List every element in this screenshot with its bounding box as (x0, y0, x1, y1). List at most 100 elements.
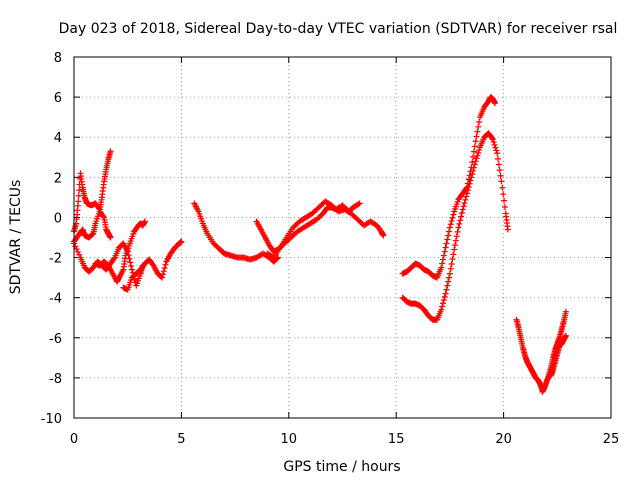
data-point (380, 232, 387, 239)
data-point (447, 265, 454, 272)
series-track-9 (399, 94, 499, 281)
data-point (498, 178, 505, 185)
y-tick-label: -4 (49, 292, 62, 307)
data-point (439, 303, 446, 310)
data-point (490, 139, 497, 146)
data-point (440, 256, 447, 263)
x-tick-label: 25 (603, 432, 620, 447)
data-point (458, 210, 465, 217)
data-point (473, 155, 480, 162)
data-point (453, 233, 460, 240)
series-track-10 (399, 130, 511, 323)
data-point (494, 150, 501, 157)
data-point (100, 213, 107, 220)
series-track-2 (71, 208, 114, 245)
data-point (456, 220, 463, 227)
data-point (476, 118, 483, 125)
data-point (74, 248, 81, 255)
y-tick-label: 2 (54, 171, 62, 186)
data-point (495, 161, 502, 168)
data-point (161, 264, 168, 271)
data-point (500, 191, 507, 198)
x-tick-label: 0 (70, 432, 78, 447)
data-point (476, 147, 483, 154)
data-point (438, 306, 445, 313)
data-point (72, 243, 79, 250)
y-tick-label: -8 (49, 372, 62, 387)
chart-title: Day 023 of 2018, Sidereal Day-to-day VTE… (59, 21, 618, 37)
data-point (468, 174, 475, 181)
data-point (489, 135, 496, 142)
series-track-5 (120, 238, 185, 293)
data-point (463, 193, 470, 200)
data-point (470, 153, 477, 160)
data-point (474, 152, 481, 159)
data-point (562, 308, 569, 315)
data-point (470, 164, 477, 171)
series-track-13 (547, 332, 569, 379)
data-point (452, 242, 459, 249)
data-point (504, 226, 511, 233)
data-point (496, 167, 503, 174)
data-point (107, 234, 114, 241)
data-point (473, 133, 480, 140)
data-point (442, 290, 449, 297)
data-point (446, 274, 453, 281)
data-point (444, 236, 451, 243)
data-point (474, 128, 481, 135)
data-point (438, 264, 445, 271)
data-point (446, 270, 453, 277)
y-tick-labels: -10 -8 -6 -4 -2 0 2 4 6 8 (41, 51, 62, 427)
data-point (459, 206, 466, 213)
data-point (466, 180, 473, 187)
y-tick-label: 8 (54, 51, 62, 66)
x-tick-label: 15 (388, 432, 405, 447)
data-point (160, 268, 167, 275)
data-point (492, 144, 499, 151)
data-point (443, 240, 450, 247)
data-points (71, 94, 569, 395)
data-point (445, 232, 452, 239)
data-point (443, 286, 450, 293)
data-point (501, 204, 508, 211)
series-track-11 (513, 316, 546, 393)
data-point (127, 259, 134, 266)
data-point (442, 244, 449, 251)
x-tick-label: 20 (495, 432, 512, 447)
data-point (465, 183, 472, 190)
data-point (356, 200, 363, 207)
data-point (452, 237, 459, 244)
data-point (464, 190, 471, 197)
data-point (469, 171, 476, 178)
data-point (471, 143, 478, 150)
data-point (76, 251, 83, 258)
plot-frame (73, 56, 612, 419)
data-point (128, 262, 135, 269)
y-tick-label: -10 (41, 412, 62, 427)
data-point (450, 251, 457, 258)
data-point (355, 201, 362, 208)
data-point (451, 246, 458, 253)
data-point (73, 246, 80, 253)
data-point (141, 218, 148, 225)
data-point (501, 197, 508, 204)
grid-lines (74, 57, 611, 418)
data-point (464, 187, 471, 194)
data-point (458, 213, 465, 220)
data-point (89, 231, 96, 238)
data-point (448, 218, 455, 225)
data-point (475, 123, 482, 130)
data-point (449, 214, 456, 221)
data-point (455, 224, 462, 231)
data-point (491, 141, 498, 148)
data-point (489, 136, 496, 143)
y-tick-label: -2 (49, 252, 62, 267)
series-track-4 (92, 218, 148, 285)
data-point (75, 198, 82, 205)
series-track-3 (71, 240, 146, 289)
data-point (76, 187, 83, 194)
data-point (472, 158, 479, 165)
data-point (440, 297, 447, 304)
x-axis-label: GPS time / hours (283, 459, 400, 475)
